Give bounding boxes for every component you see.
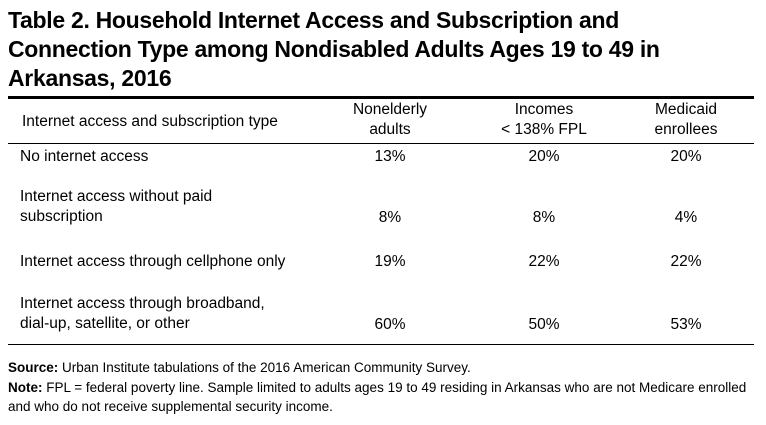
row3-incomes-value: 22% — [528, 253, 560, 270]
header-col2-line2: < 138% FPL — [501, 121, 587, 138]
row3-medicaid-value: 22% — [670, 253, 702, 270]
row2-medicaid-value: 4% — [674, 209, 698, 226]
row3-label-line1: Internet access through cellphone only — [20, 253, 286, 270]
header-medicaid-enrollees: Medicaid enrollees — [626, 100, 746, 140]
source-note: Source: Urban Institute tabulations of t… — [8, 358, 758, 378]
row4-label-line1: Internet access through broadband, — [20, 295, 265, 312]
row2-label-line2: subscription — [20, 208, 103, 225]
row4-incomes-value: 50% — [528, 316, 560, 333]
header-col3-line1: Medicaid — [654, 101, 718, 118]
row1-label-line1: No internet access — [20, 148, 149, 165]
source-label: Source: — [8, 360, 59, 375]
row4-label-line2: dial-up, satellite, or other — [20, 315, 190, 332]
title-line-3: Arkansas, 2016 — [8, 65, 172, 91]
row4-medicaid-value: 53% — [670, 316, 702, 333]
row2-label-line1: Internet access without paid — [20, 188, 213, 205]
row4-nonelderly-value: 60% — [374, 316, 406, 333]
row1-medicaid-value: 20% — [670, 148, 702, 165]
source-text: Urban Institute tabulations of the 2016 … — [62, 360, 471, 375]
header-row-label: Internet access and subscription type — [22, 113, 278, 130]
header-incomes-fpl: Incomes < 138% FPL — [484, 100, 604, 140]
title-line-1: Table 2. Household Internet Access and S… — [8, 7, 620, 33]
note-label: Note: — [8, 379, 43, 395]
header-col1-line1: Nonelderly — [352, 101, 428, 118]
row2-incomes-value: 8% — [532, 209, 556, 226]
general-note: Note: FPL = federal poverty line. Sample… — [8, 378, 758, 417]
row2-nonelderly-value: 8% — [378, 209, 402, 226]
row3-nonelderly-value: 19% — [374, 253, 406, 270]
table-row-label: Internet access through cellphone only — [20, 252, 285, 272]
table-top-rule — [8, 96, 754, 99]
row1-nonelderly-value: 13% — [374, 148, 406, 165]
table-row-label: Internet access without paid subscriptio… — [20, 187, 212, 227]
header-nonelderly-adults: Nonelderly adults — [330, 100, 450, 140]
title-line-2: Connection Type among Nondisabled Adults… — [8, 36, 660, 62]
table-notes: Source: Urban Institute tabulations of t… — [8, 358, 758, 417]
header-col1-line2: adults — [369, 121, 411, 138]
row1-incomes-value: 20% — [528, 148, 560, 165]
table-title: Table 2. Household Internet Access and S… — [8, 6, 753, 93]
note-text: FPL = federal poverty line. Sample limit… — [8, 379, 747, 415]
table-header-rule — [8, 143, 754, 144]
table-bottom-rule — [8, 344, 754, 345]
table-row-label: No internet access — [20, 147, 148, 167]
header-col3-line2: enrollees — [654, 121, 718, 138]
table-row-label: Internet access through broadband, dial-… — [20, 294, 265, 334]
header-col2-line1: Incomes — [514, 101, 574, 118]
